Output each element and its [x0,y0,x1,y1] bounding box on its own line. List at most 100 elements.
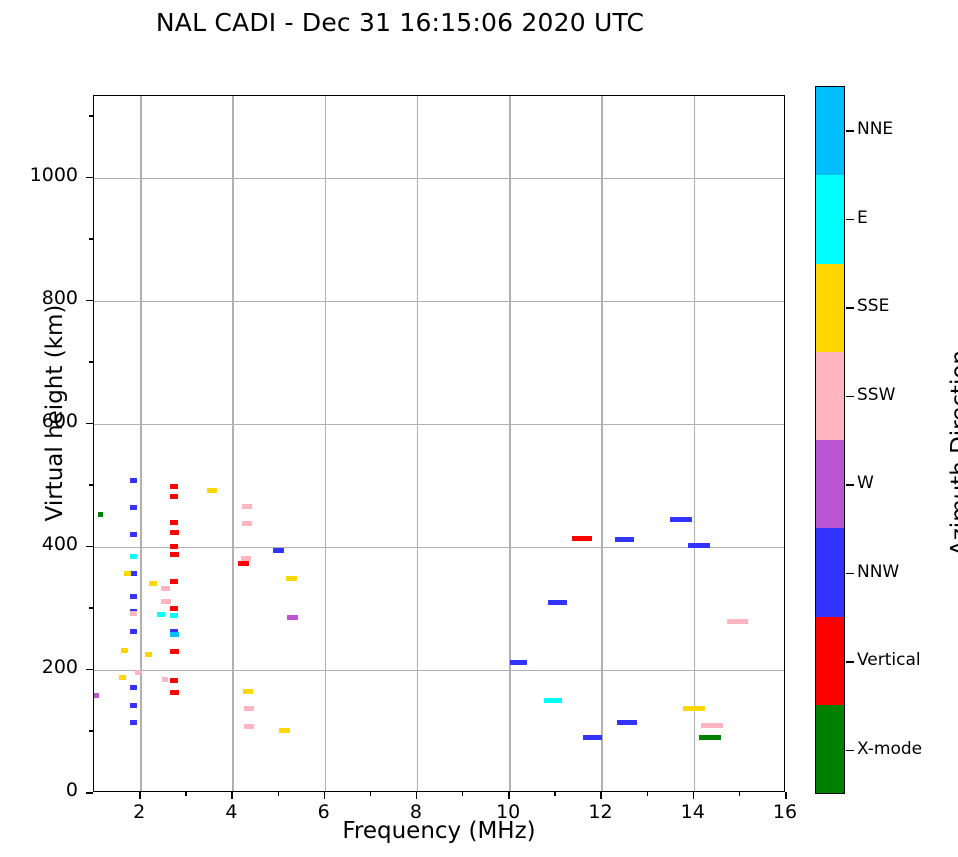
x-axis-tick [323,792,326,799]
data-point-nnw [617,719,637,725]
colorbar-label-x-mode: X-mode [857,738,923,759]
data-point-vertical [169,519,178,525]
colorbar-label-w: W [857,473,874,494]
y-axis-minor-tick [89,361,93,363]
data-point-vertical [169,578,178,584]
colorbar-tick [846,572,854,575]
data-point-x-mode [699,735,721,741]
y-axis-tick [86,422,93,425]
data-point-vertical [169,529,179,535]
colorbar-label-nne: NNE [857,119,894,140]
y-axis-tick-label: 200 [41,655,78,678]
x-axis-tick-label: 6 [317,801,330,823]
data-point-nnw [129,629,137,635]
data-point-ssw [160,586,171,592]
data-point-nnw [129,532,137,538]
colorbar-label-e: E [857,207,868,228]
colorbar-tick [846,218,854,221]
data-point-ssw [129,611,137,617]
x-axis-tick-label: 8 [409,801,422,823]
x-axis-minor-tick [738,792,741,796]
y-axis-minor-tick [89,607,93,609]
data-point-nnw [688,542,711,548]
data-point-nnw [129,720,137,726]
x-axis-tick [508,792,510,799]
x-axis-minor-tick [369,792,372,796]
data-point-sse [145,652,152,658]
data-point-nnw [129,702,137,708]
gridline-vertical [140,96,142,791]
data-point-nnw [129,505,138,511]
data-point-vertical [169,649,179,654]
data-point-x-mode [98,512,104,518]
gridline-vertical [324,96,327,791]
x-axis-minor-tick [646,792,648,796]
x-axis-minor-tick [462,792,464,796]
data-point-ssw [242,503,253,509]
colorbar-tick [846,130,854,132]
colorbar-tick [846,395,854,398]
ionogram-plot-area [93,95,785,792]
data-point-nne [169,631,179,637]
y-axis-minor-tick [89,238,93,240]
gridline-vertical [509,96,511,791]
y-axis-minor-tick [89,115,93,117]
gridline-vertical [232,96,234,791]
y-axis-tick-label: 800 [41,286,78,309]
data-point-sse [242,688,253,694]
gridline-horizontal [94,177,784,180]
data-point-ssw [161,676,169,682]
y-axis-tick-label: 0 [65,779,78,801]
colorbar [815,86,845,794]
colorbar-segment-e [816,175,844,264]
x-axis-tick-label: 10 [496,801,521,823]
colorbar-segment-vertical [816,616,844,705]
colorbar-segment-nnw [816,528,844,617]
data-point-nnw [670,517,693,523]
x-axis-title: Frequency (MHz) [342,818,536,844]
colorbar-tick [846,484,854,486]
data-point-nnw [509,660,528,666]
data-point-vertical [169,605,178,611]
data-point-ssw [241,556,252,562]
y-axis-tick [86,299,93,302]
data-point-nnw [129,477,137,483]
data-point-ssw [701,722,724,728]
data-point-nnw [129,684,137,690]
data-point-ssw [243,724,255,730]
x-axis-tick-label: 14 [680,801,705,823]
data-point-sse [148,581,158,587]
data-point-sse [118,674,127,680]
x-axis-tick-label: 2 [133,801,146,823]
data-point-nnw [614,537,635,543]
colorbar-tick [846,749,854,752]
gridline-vertical [601,96,603,791]
x-axis-tick [692,792,695,799]
colorbar-segment-nne [816,87,844,176]
x-axis-tick-label: 12 [588,801,613,823]
x-axis-minor-tick [185,792,187,796]
data-point-nnw [272,547,285,553]
data-point-e [169,613,178,619]
gridline-vertical [693,96,696,791]
y-axis-tick [86,545,93,548]
gridline-horizontal [94,300,784,303]
gridline-horizontal [94,669,784,672]
data-point-sse [123,570,131,576]
data-point-vertical [169,689,179,695]
x-axis-tick [415,792,418,799]
colorbar-tick [846,661,854,663]
data-point-vertical [572,536,592,542]
x-axis-minor-tick [277,792,279,796]
data-point-vertical [238,561,249,567]
x-axis-tick [231,792,233,799]
colorbar-title: Azimuth Direction [947,350,958,556]
y-axis-title: Virtual height (km) [42,304,68,522]
data-point-w [93,692,99,698]
colorbar-tick [846,307,854,309]
colorbar-label-sse: SSE [857,296,890,317]
colorbar-segment-ssw [816,351,844,440]
data-point-nnw [547,599,568,605]
colorbar-segment-w [816,440,844,529]
data-point-nnw [582,735,602,741]
